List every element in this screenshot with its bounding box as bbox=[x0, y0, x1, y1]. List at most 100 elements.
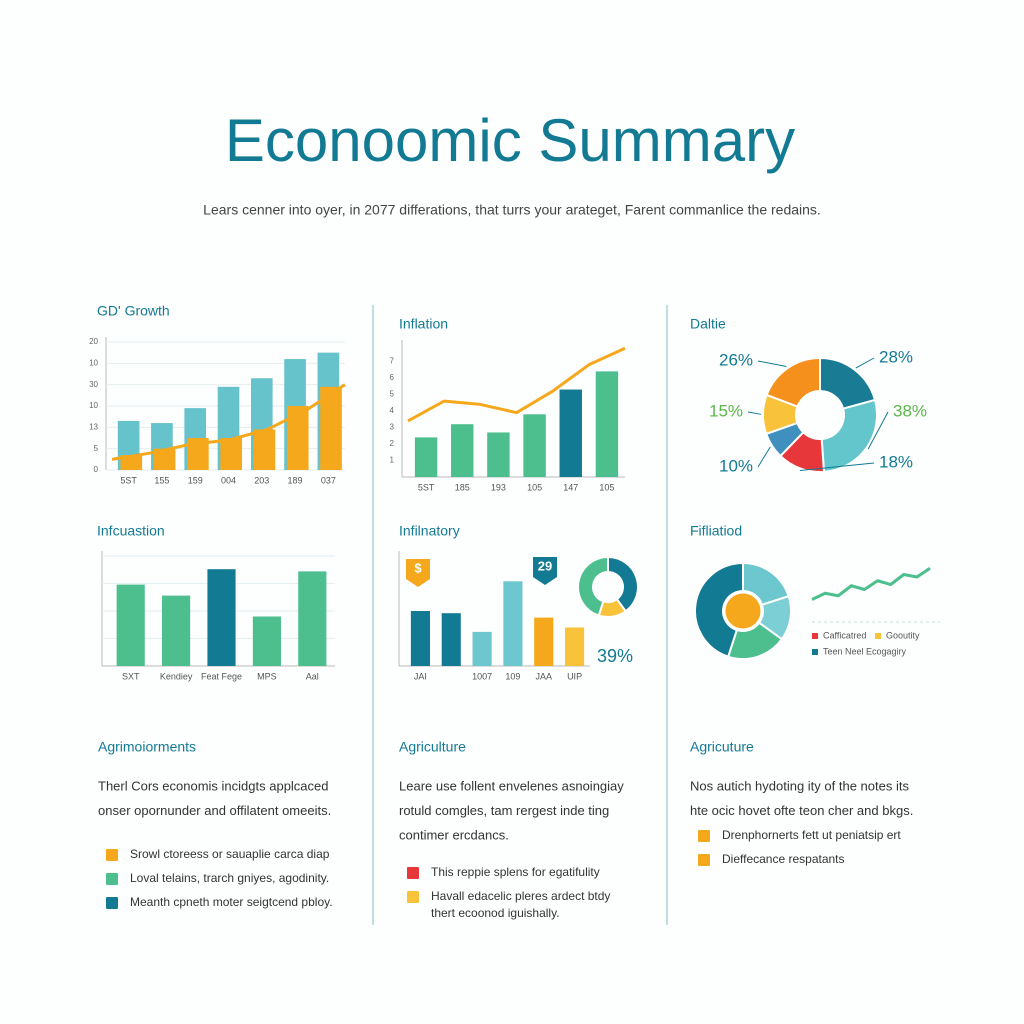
leader-line bbox=[855, 357, 875, 369]
annotation: 29 bbox=[538, 558, 552, 573]
y-tick-label: 3 bbox=[390, 423, 395, 432]
leader-line bbox=[747, 411, 762, 415]
badge bbox=[406, 559, 430, 587]
bullet-square bbox=[106, 849, 118, 861]
x-tick-label: 037 bbox=[321, 475, 336, 485]
bar bbox=[286, 406, 309, 470]
x-tick-label: SXT bbox=[122, 671, 140, 681]
x-tick-label: 185 bbox=[455, 482, 470, 492]
bullet-square bbox=[698, 830, 710, 842]
bullet-text: Dieffecance respatants bbox=[722, 852, 845, 866]
bar bbox=[472, 631, 492, 666]
note-text: onser opornunder and offilatent omeeits. bbox=[98, 803, 331, 818]
x-tick-label: 147 bbox=[563, 482, 578, 492]
bar bbox=[534, 617, 554, 666]
x-tick-label: 193 bbox=[491, 482, 506, 492]
bar bbox=[320, 386, 342, 470]
y-tick-label: 0 bbox=[94, 465, 99, 474]
y-tick-label: 1 bbox=[390, 456, 395, 465]
value-label: 18% bbox=[879, 452, 913, 471]
legend-label: Teen Neel Ecogagiry bbox=[823, 646, 907, 656]
y-tick-label: 10 bbox=[89, 401, 98, 410]
bar bbox=[116, 584, 145, 666]
bar bbox=[595, 371, 619, 477]
x-tick-label: 203 bbox=[254, 475, 269, 485]
legend-swatch bbox=[812, 633, 818, 639]
chart-title: Infcuastion bbox=[97, 523, 165, 539]
x-tick-label: 159 bbox=[188, 475, 203, 485]
chart-title: Infilnatory bbox=[399, 523, 460, 539]
x-tick-label: 004 bbox=[221, 475, 236, 485]
leader-line bbox=[757, 360, 787, 367]
note-text: Therl Cors economis incidgts applcaced bbox=[98, 778, 329, 793]
legend-label: Gooutity bbox=[886, 630, 920, 640]
value-label: 10% bbox=[719, 456, 753, 475]
page-title: Econoomic Summary bbox=[225, 107, 795, 174]
bullet-square bbox=[106, 873, 118, 885]
y-tick-label: 10 bbox=[89, 358, 98, 367]
bar bbox=[162, 595, 191, 666]
bar bbox=[441, 613, 461, 666]
chart-title: GD' Growth bbox=[97, 303, 170, 319]
value-label: 28% bbox=[879, 347, 913, 366]
leader-line bbox=[799, 462, 875, 471]
y-tick-label: 20 bbox=[89, 337, 98, 346]
legend-swatch bbox=[812, 649, 818, 655]
x-tick-label: Kendiey bbox=[160, 671, 193, 681]
bullet-square bbox=[407, 891, 419, 903]
pie-slice bbox=[765, 356, 821, 408]
bar bbox=[120, 455, 143, 470]
bar bbox=[565, 627, 585, 666]
bar bbox=[503, 581, 523, 666]
x-tick-label: JAI bbox=[414, 671, 427, 681]
bar bbox=[451, 424, 474, 477]
hub bbox=[722, 590, 764, 632]
bar bbox=[414, 437, 438, 477]
x-tick-label: 1007 bbox=[472, 671, 492, 681]
badge bbox=[533, 557, 557, 585]
y-tick-label: 13 bbox=[89, 422, 98, 431]
bar bbox=[559, 389, 582, 477]
y-tick-label: 2 bbox=[390, 439, 395, 448]
y-tick-label: 7 bbox=[390, 357, 395, 366]
pie-slice bbox=[820, 398, 878, 473]
bullet-square bbox=[698, 854, 710, 866]
x-tick-label: MPS bbox=[257, 671, 277, 681]
chart-title: Inflation bbox=[399, 316, 448, 332]
bar bbox=[253, 429, 276, 470]
leader-line bbox=[757, 446, 771, 468]
leader-line bbox=[867, 411, 889, 450]
y-tick-label: 5 bbox=[94, 444, 99, 453]
line bbox=[407, 346, 626, 423]
bullet-text: Havall edacelic pleres ardect btdy bbox=[431, 889, 610, 903]
bar bbox=[523, 414, 546, 477]
y-tick-label: 5 bbox=[390, 390, 395, 399]
x-tick-label: 155 bbox=[154, 475, 169, 485]
annotation: $ bbox=[414, 560, 422, 575]
pie-slice bbox=[577, 555, 609, 617]
y-tick-label: 4 bbox=[390, 406, 395, 415]
x-tick-label: Aal bbox=[306, 671, 319, 681]
bar bbox=[153, 448, 176, 470]
legend-label: Cafficatred bbox=[823, 630, 866, 640]
value-label: 15% bbox=[709, 401, 743, 420]
subtitle: Lears cenner into oyer, in 2077 differat… bbox=[203, 202, 821, 218]
bar bbox=[220, 438, 242, 470]
bullet-text: Meanth cpneth moter seigtcend pbloy. bbox=[130, 895, 333, 909]
bullet-text: thert ecoonod iguishally. bbox=[431, 906, 560, 920]
x-tick-label: 5ST bbox=[120, 475, 137, 485]
bar bbox=[207, 569, 236, 666]
bar bbox=[487, 432, 510, 477]
note-heading: Agricuture bbox=[690, 739, 754, 755]
x-tick-label: 105 bbox=[527, 482, 542, 492]
x-tick-label: Feat Fege bbox=[201, 671, 242, 681]
x-tick-label: 109 bbox=[505, 671, 520, 681]
x-tick-label: 105 bbox=[599, 482, 614, 492]
y-tick-label: 6 bbox=[390, 373, 395, 382]
bar bbox=[252, 616, 281, 666]
bullet-text: Loval telains, trarch gniyes, agodinity. bbox=[130, 871, 329, 885]
bar bbox=[187, 438, 209, 470]
note-text: Nos autich hydoting ity of the notes its bbox=[690, 778, 909, 793]
